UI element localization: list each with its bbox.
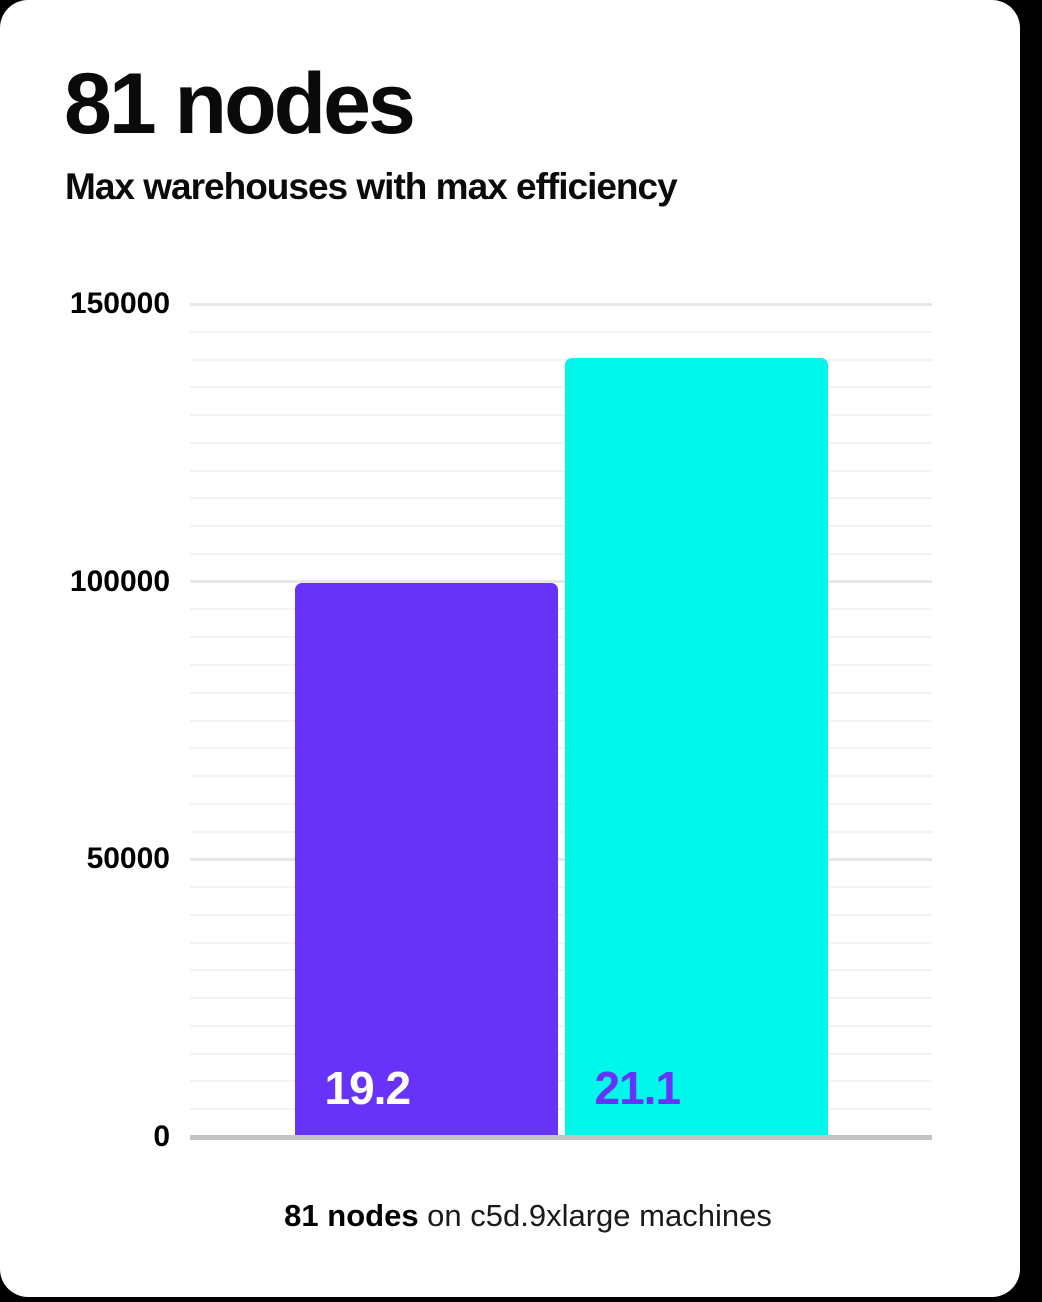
minor-gridline (190, 997, 932, 1000)
minor-gridline (190, 913, 932, 916)
major-gridline (190, 302, 932, 306)
minor-gridline (190, 663, 932, 666)
minor-gridline (190, 469, 932, 472)
minor-gridline (190, 497, 932, 500)
minor-gridline (190, 608, 932, 611)
minor-gridline (190, 719, 932, 722)
y-axis-tick-label: 100000 (69, 564, 170, 598)
minor-gridline (190, 552, 932, 555)
minor-gridline (190, 1108, 932, 1111)
y-axis-tick-label: 150000 (69, 287, 170, 320)
minor-gridline (190, 1052, 932, 1055)
minor-gridline (190, 691, 932, 694)
minor-gridline (190, 886, 932, 889)
chart-caption: 81 nodes on c5d.9xlarge machines (66, 1192, 990, 1240)
21.1-warehouses-bar: 21.1 (564, 358, 828, 1137)
y-axis-tick-label: 0 (153, 1120, 170, 1153)
minor-gridline (190, 802, 932, 805)
minor-gridline (190, 1024, 932, 1027)
caption-regular-text: on c5d.9xlarge machines (418, 1198, 772, 1233)
minor-gridline (190, 525, 932, 528)
bar-value-label: 19.2 (324, 1062, 412, 1114)
y-axis-tick-label: 50000 (86, 842, 170, 876)
caption-bold-text: 81 nodes (284, 1198, 419, 1233)
minor-gridline (190, 414, 932, 417)
19.2-warehouses-bar: 19.2 (294, 583, 558, 1137)
x-axis-baseline (190, 1135, 932, 1140)
minor-gridline (190, 330, 932, 333)
major-gridline (190, 580, 932, 584)
minor-gridline (190, 358, 932, 361)
minor-gridline (190, 747, 932, 750)
minor-gridline (190, 1080, 932, 1083)
minor-gridline (190, 969, 932, 972)
minor-gridline (190, 830, 932, 833)
minor-gridline (190, 441, 932, 444)
minor-gridline (190, 386, 932, 389)
chart-subtitle: Max warehouses with max efficiency (65, 166, 678, 207)
major-gridline (190, 857, 932, 861)
minor-gridline (190, 941, 932, 944)
bar-value-label: 21.1 (594, 1062, 682, 1114)
chart-card: 81 nodes Max warehouses with max efficie… (0, 0, 1020, 1297)
minor-gridline (190, 636, 932, 639)
minor-gridline (190, 775, 932, 778)
bar-chart-plot-area: 19.2 21.1 (190, 302, 932, 1140)
chart-title: 81 nodes (64, 56, 416, 152)
